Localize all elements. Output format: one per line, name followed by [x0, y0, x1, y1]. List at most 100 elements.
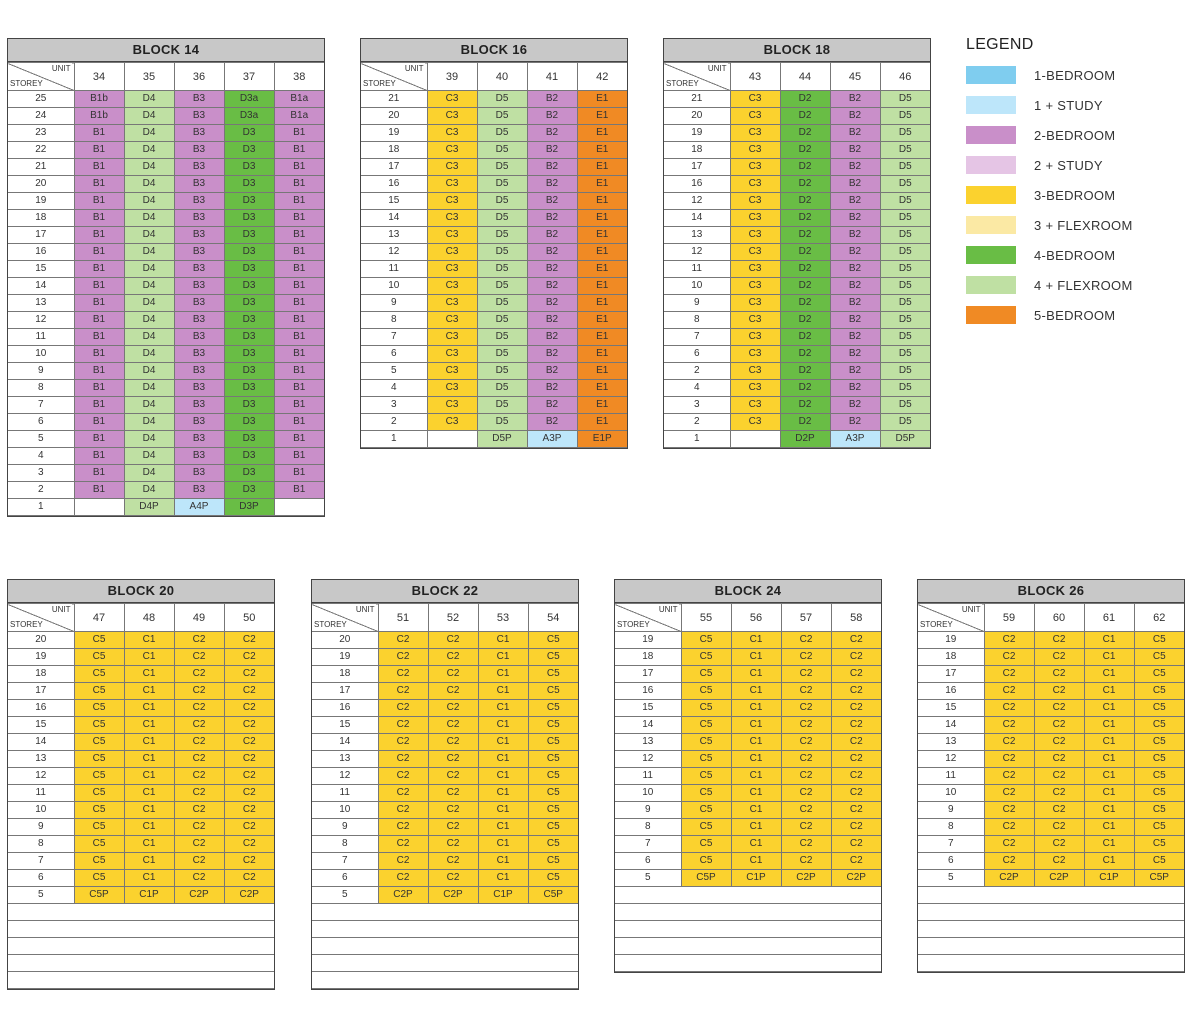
unit-type-cell: C2 [1033, 801, 1085, 819]
storey-number: 17 [361, 158, 428, 176]
unit-type-cell: B3 [173, 141, 225, 159]
blank-row [918, 920, 1184, 938]
unit-type-cell: C1 [123, 733, 175, 751]
unit-type-cell: D5 [476, 192, 528, 210]
block-5: BLOCK 24 UNIT STOREY 55 56 57 58 19 C5 C1 C2 C2 18 C5… [614, 579, 882, 973]
unit-type-cell: D4 [123, 430, 175, 448]
unit-type-cell: B1 [273, 141, 324, 159]
unit-type-cell: C3 [426, 345, 478, 363]
legend-label: 1 + STUDY [1034, 97, 1103, 113]
storey-row: 12 C3 D2 B2 D5 [664, 192, 930, 210]
unit-type-cell: C5 [1133, 818, 1184, 836]
unit-type-cell: D2 [779, 226, 831, 244]
unit-type-cell: C2 [780, 784, 832, 802]
legend-label: 5-BEDROOM [1034, 307, 1116, 323]
storey-number: 23 [8, 124, 75, 142]
storey-number: 10 [8, 801, 75, 819]
legend-label: 2-BEDROOM [1034, 127, 1116, 143]
header-corner: UNIT STOREY [918, 603, 985, 632]
unit-type-cell: C5 [73, 682, 125, 700]
unit-type-cell: B2 [526, 328, 578, 346]
unit-number: 43 [729, 62, 781, 91]
storey-row: 6 C2 C2 C1 C5 [918, 852, 1184, 870]
unit-type-cell: C5 [1133, 631, 1184, 649]
storey-number: 13 [8, 750, 75, 768]
blank-row [8, 937, 274, 955]
storey-row: 15 C2 C2 C1 C5 [312, 716, 578, 734]
unit-type-cell: D5 [879, 226, 930, 244]
unit-type-cell: C5 [73, 852, 125, 870]
unit-type-cell: B2 [829, 277, 881, 295]
unit-table: UNIT STOREY 34 35 36 37 38 25 B1b D4 B3 D3a B1a 24 B1b… [8, 62, 324, 516]
unit-type-cell: C2 [427, 801, 479, 819]
unit-type-cell: C2 [983, 682, 1035, 700]
unit-table: UNIT STOREY 51 52 53 54 20 C2 C2 C1 C5 19 C2 C2 C1 C5 18… [312, 603, 578, 989]
unit-type-cell: C5 [680, 835, 732, 853]
unit-type-cell: C2 [427, 818, 479, 836]
unit-type-cell: C5 [527, 648, 578, 666]
unit-header-label: UNIT [51, 64, 71, 73]
unit-type-cell: C3 [729, 277, 781, 295]
unit-type-cell: D4 [123, 90, 175, 108]
storey-number: 14 [918, 716, 985, 734]
unit-type-cell: D3 [223, 141, 275, 159]
unit-type-cell: C2 [223, 801, 274, 819]
unit-type-cell: B3 [173, 481, 225, 499]
unit-type-cell: C1 [730, 784, 782, 802]
legend-swatch [966, 186, 1016, 204]
unit-type-cell: C1 [123, 784, 175, 802]
unit-type-cell: B1a [273, 107, 324, 125]
unit-type-cell: C3 [729, 294, 781, 312]
unit-type-cell: B1 [273, 328, 324, 346]
storey-number: 14 [312, 733, 379, 751]
unit-type-cell: D5 [476, 379, 528, 397]
unit-type-cell: D3 [223, 209, 275, 227]
unit-type-cell: D4 [123, 243, 175, 261]
storey-row: 5 C3 D5 B2 E1 [361, 362, 627, 380]
storey-number: 1 [8, 498, 75, 516]
header-corner: UNIT STOREY [615, 603, 682, 632]
storey-row: 1 D2P A3P D5P [664, 430, 930, 448]
storey-row: 19 C3 D5 B2 E1 [361, 124, 627, 142]
storey-number: 13 [615, 733, 682, 751]
unit-type-cell: E1 [576, 277, 627, 295]
storey-number: 15 [8, 260, 75, 278]
storey-number: 19 [615, 631, 682, 649]
unit-type-cell: D5 [476, 158, 528, 176]
unit-type-cell: D4 [123, 328, 175, 346]
header-corner: UNIT STOREY [664, 62, 731, 91]
unit-type-cell: B1 [73, 192, 125, 210]
unit-type-cell: D4 [123, 447, 175, 465]
unit-type-cell: B2 [829, 226, 881, 244]
unit-type-cell: C5 [527, 665, 578, 683]
storey-row: 10 C2 C2 C1 C5 [312, 801, 578, 819]
unit-type-cell: C2 [173, 835, 225, 853]
unit-type-cell: D5 [879, 158, 930, 176]
legend-item: 2-BEDROOM [966, 120, 1133, 150]
unit-type-cell: B1 [273, 362, 324, 380]
unit-type-cell: C1 [123, 699, 175, 717]
header-corner: UNIT STOREY [8, 62, 75, 91]
unit-type-cell: D5 [476, 345, 528, 363]
unit-number: 48 [123, 603, 175, 632]
unit-type-cell: C1 [477, 716, 529, 734]
storey-row: 7 C5 C1 C2 C2 [8, 852, 274, 870]
storey-number: 7 [312, 852, 379, 870]
unit-type-cell: D3 [223, 175, 275, 193]
unit-type-cell: B3 [173, 243, 225, 261]
storey-number: 6 [918, 852, 985, 870]
unit-type-cell: C1 [123, 767, 175, 785]
unit-type-cell: E1 [576, 362, 627, 380]
unit-type-cell: A3P [526, 430, 578, 448]
unit-type-cell: C2 [173, 801, 225, 819]
block-title: BLOCK 24 [615, 580, 881, 603]
unit-type-cell: E1 [576, 107, 627, 125]
unit-type-cell: C2 [173, 682, 225, 700]
unit-type-cell: C2 [377, 699, 429, 717]
unit-header-label: UNIT [51, 605, 71, 614]
unit-number: 61 [1083, 603, 1135, 632]
unit-type-cell: C5 [1133, 852, 1184, 870]
unit-type-cell: C2 [223, 767, 274, 785]
storey-row: 11 C3 D5 B2 E1 [361, 260, 627, 278]
unit-type-cell: C2 [983, 835, 1035, 853]
